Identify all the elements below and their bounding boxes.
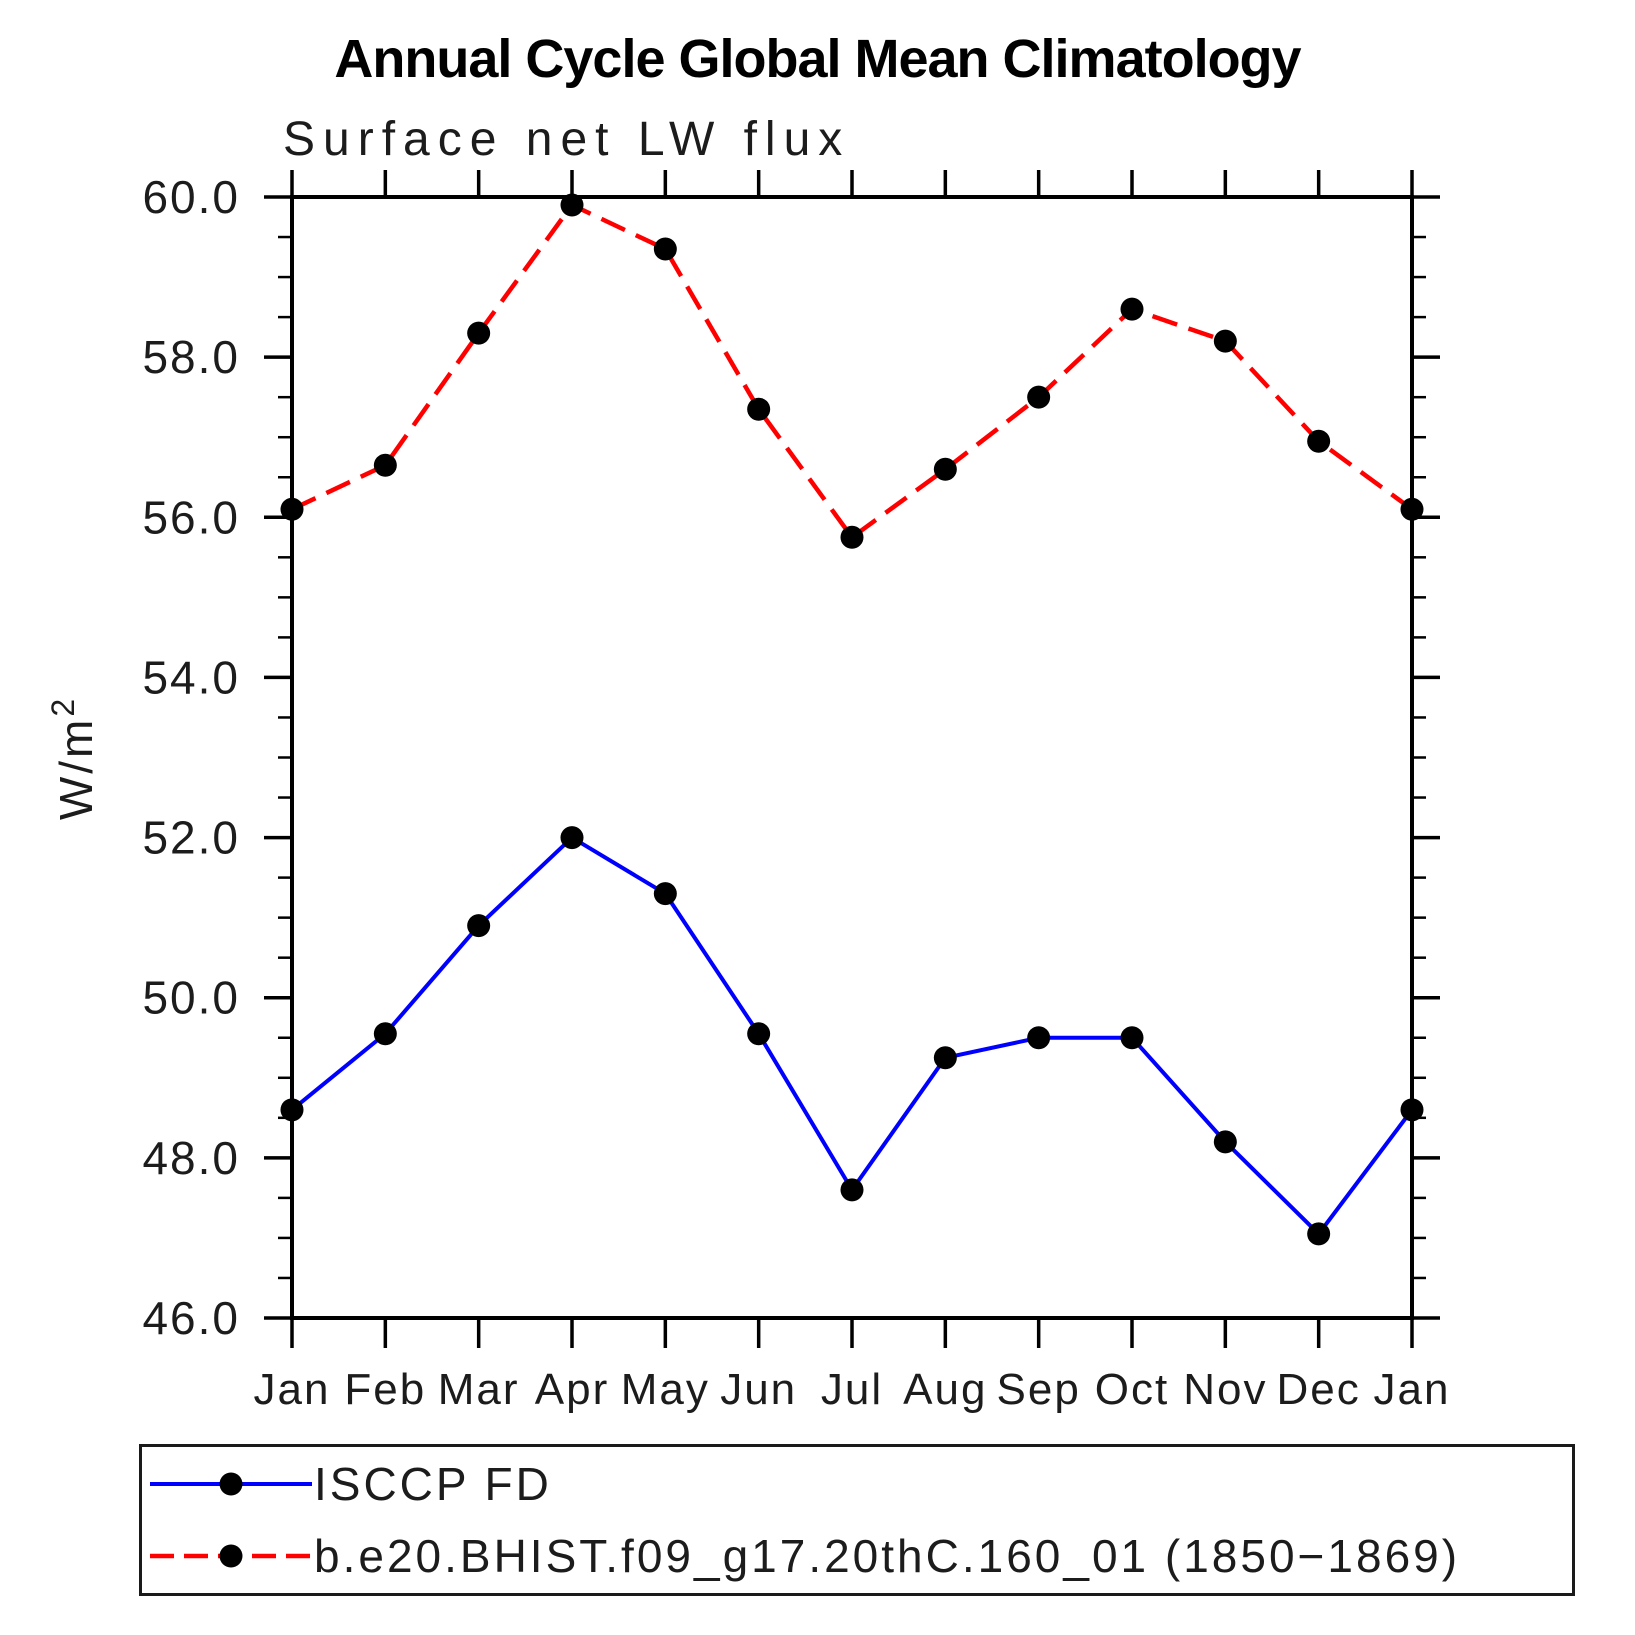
legend-sample-marker [219,1544,243,1568]
y-axis-tick-label: 54.0 [142,651,240,703]
data-point-marker [747,397,771,421]
x-axis-tick-label: Apr [535,1365,609,1414]
data-point-marker [933,1046,957,1070]
data-point-marker [747,1022,771,1046]
legend-item-model-run: b.e20.BHIST.f09_g17.20thC.160_01 (1850−1… [142,1521,1572,1591]
data-point-marker [653,237,677,261]
legend-label-model-run: b.e20.BHIST.f09_g17.20thC.160_01 (1850−1… [314,1530,1461,1582]
x-axis-tick-label: Jun [720,1365,797,1414]
x-axis-tick-label: Jul [821,1365,883,1414]
y-axis-tick-label: 60.0 [142,171,240,223]
x-axis-tick-label: Feb [344,1365,426,1414]
x-axis-tick-label: Jan [1374,1365,1451,1414]
data-point-marker [280,1098,304,1122]
y-axis-tick-label: 56.0 [142,491,240,543]
y-axis-title: W/m2 [45,696,102,820]
legend-line-sample-dashed [150,1544,312,1568]
data-point-marker [653,882,677,906]
y-axis-tick-label: 52.0 [142,812,240,864]
data-point-marker [373,1022,397,1046]
data-point-marker [1120,297,1144,321]
x-axis-tick-label: Aug [903,1365,987,1414]
x-axis-tick-label: Nov [1183,1365,1267,1414]
data-point-marker [373,453,397,477]
data-point-marker [840,1178,864,1202]
legend-box: ISCCP FD b.e20.BHIST.f09_g17.20thC.160_0… [139,1444,1575,1596]
x-axis-tick-label: Dec [1277,1365,1361,1414]
data-point-marker [1400,1098,1424,1122]
data-point-marker [280,497,304,521]
x-axis-tick-label: Sep [997,1365,1081,1414]
chart-subtitle: Surface net LW flux [283,113,851,166]
data-point-marker [840,525,864,549]
y-axis-tick-label: 46.0 [142,1292,240,1344]
data-point-marker [560,193,584,217]
y-axis-tick-label: 48.0 [142,1132,240,1184]
legend-label-isccp-fd: ISCCP FD [314,1458,552,1510]
y-axis-tick-label: 50.0 [142,972,240,1024]
data-point-marker [1213,1130,1237,1154]
x-axis-tick-label: Jan [254,1365,331,1414]
data-point-marker [1307,1222,1331,1246]
plot-frame [290,195,1414,1320]
data-point-marker [1027,1026,1051,1050]
y-axis-tick-label: 58.0 [142,331,240,383]
legend-line-sample-solid [150,1472,312,1496]
data-point-marker [1120,1026,1144,1050]
x-axis-tick-label: Oct [1095,1365,1169,1414]
data-point-marker [1400,497,1424,521]
data-point-marker [560,826,584,850]
data-point-marker [467,321,491,345]
legend-sample-marker [219,1472,243,1496]
data-point-marker [1213,329,1237,353]
data-point-marker [933,457,957,481]
series-line-isccp-fd [290,835,1414,1237]
series-line-model-run [291,202,1414,541]
x-axis-tick-label: May [621,1365,710,1414]
data-point-marker [467,914,491,938]
data-point-marker [1027,385,1051,409]
chart-title: Annual Cycle Global Mean Climatology [334,29,1301,89]
x-axis-tick-label: Mar [438,1365,520,1414]
legend-item-isccp-fd: ISCCP FD [142,1449,1572,1519]
data-point-marker [1307,429,1331,453]
